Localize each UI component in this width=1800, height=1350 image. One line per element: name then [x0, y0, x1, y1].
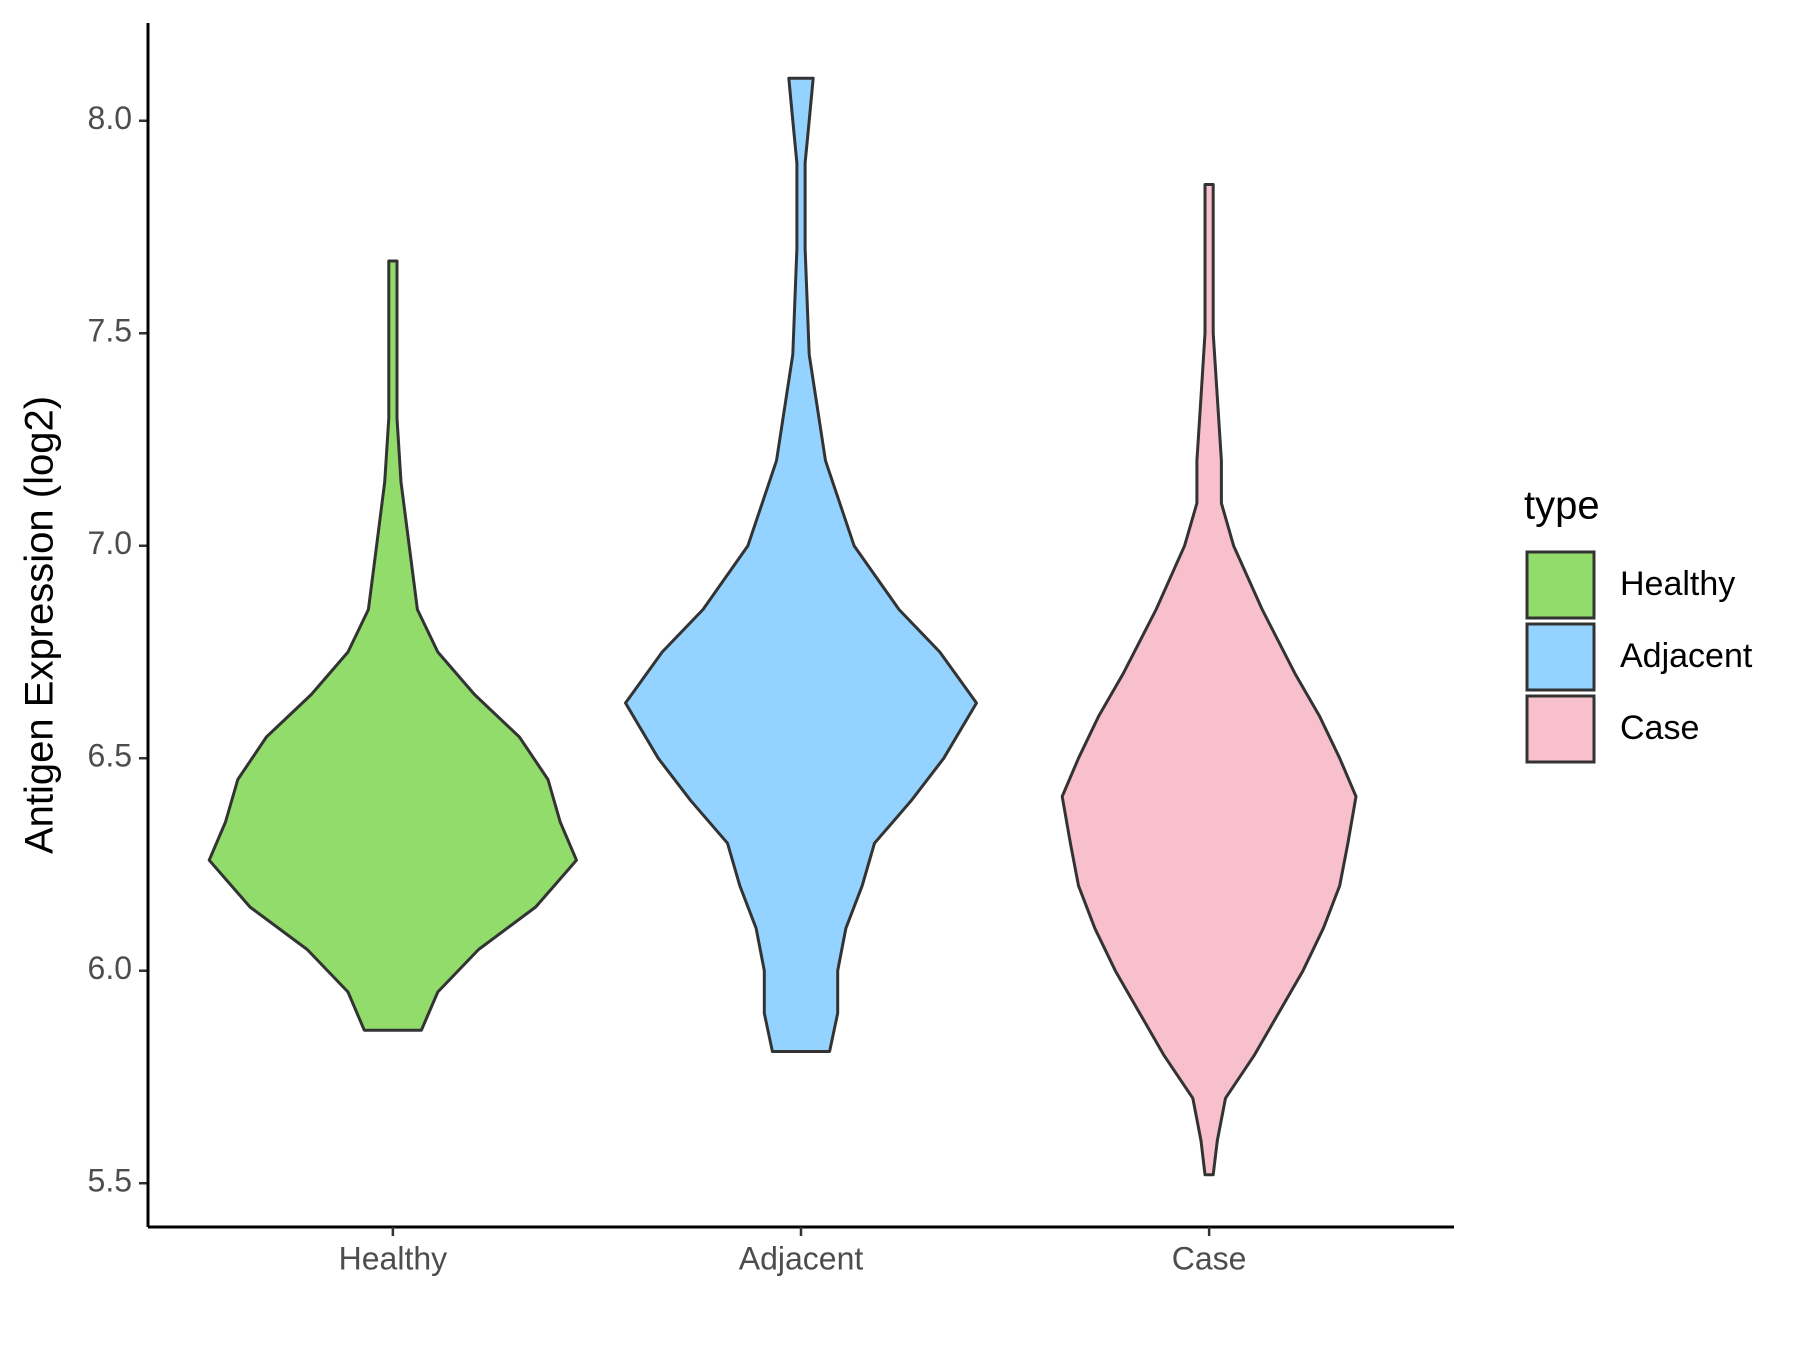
violin — [207, 259, 578, 1032]
legend-label: Adjacent — [1620, 637, 1753, 675]
y-axis-label: Antigen Expression (log2) — [18, 396, 62, 854]
y-tick-label: 7.0 — [88, 525, 132, 561]
x-tick-label: Healthy — [339, 1240, 448, 1276]
legend-key — [1525, 550, 1596, 620]
violin — [1060, 183, 1358, 1177]
y-tick-label: 8.0 — [88, 100, 132, 136]
x-tick-label: Adjacent — [739, 1240, 864, 1276]
y-tick-label: 7.5 — [88, 313, 132, 349]
x-tick-label: Case — [1172, 1240, 1247, 1276]
legend-title: type — [1524, 484, 1600, 528]
legend-key — [1525, 694, 1596, 764]
y-tick-label: 6.0 — [88, 950, 132, 986]
y-tick-label: 6.5 — [88, 738, 132, 774]
legend-label: Healthy — [1620, 565, 1735, 603]
violin — [624, 76, 978, 1053]
y-tick-label: 5.5 — [88, 1163, 132, 1199]
legend-key — [1525, 622, 1596, 692]
legend-label: Case — [1620, 709, 1699, 747]
